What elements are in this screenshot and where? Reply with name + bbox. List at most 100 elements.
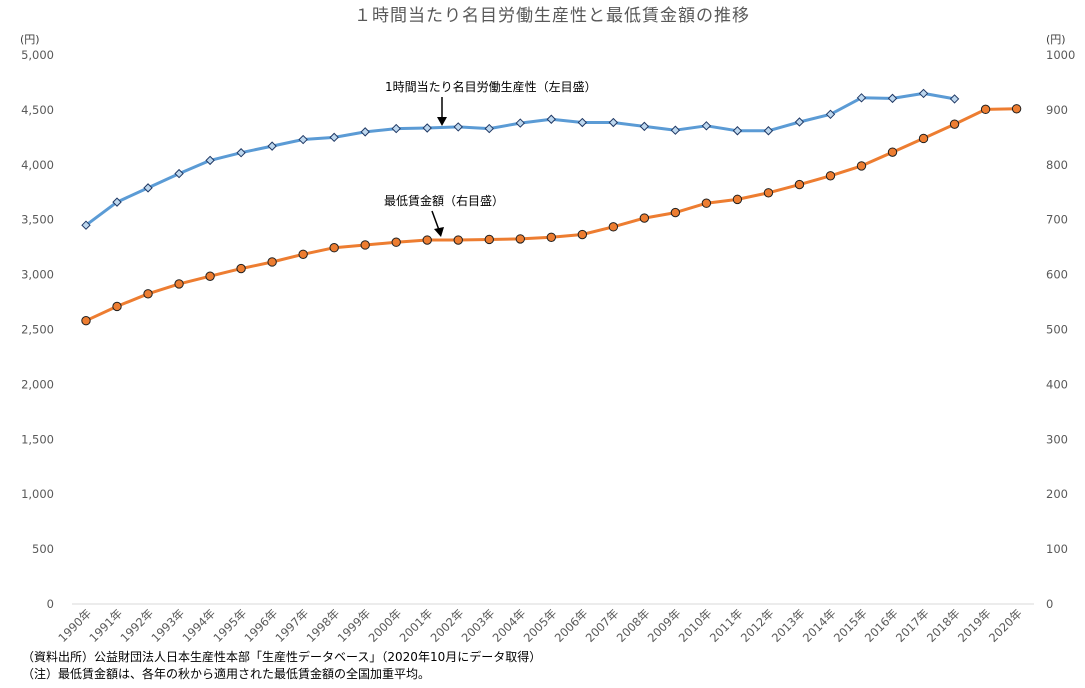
data-point	[670, 207, 681, 218]
data-point	[205, 271, 215, 281]
data-point	[81, 316, 91, 326]
x-tick-label: 1998年	[304, 606, 343, 645]
data-point	[422, 235, 432, 245]
x-tick-label: 2003年	[459, 606, 498, 645]
y-right-tick-label: 700	[1046, 213, 1068, 227]
x-tick-label: 1996年	[242, 606, 281, 645]
axes: 0 500 1,000 1,500 2,000 2,500 3,000 3,500 4,000 4…	[20, 33, 1075, 645]
data-point	[856, 93, 867, 103]
x-tick-label: 2015年	[831, 606, 870, 645]
arrowhead	[437, 117, 447, 126]
data-point	[484, 123, 494, 134]
data-point	[701, 121, 712, 131]
data-point	[112, 197, 122, 207]
data-point	[515, 234, 525, 244]
y-right-tick-label: 500	[1046, 323, 1068, 337]
data-point	[236, 148, 246, 158]
x-tick-label: 2016年	[862, 606, 901, 645]
source-note: （資料出所）公益財団法人日本生産性本部「生産性データベース」（2020年10月に…	[22, 650, 542, 664]
x-tick-label: 2011年	[707, 606, 746, 645]
y-left-tick-label: 4,000	[21, 158, 54, 172]
y-right-tick-label: 400	[1046, 377, 1068, 391]
x-tick-label: 2002年	[428, 606, 467, 645]
x-tick-label: 2007年	[583, 606, 622, 645]
chart-title: １時間当たり名目労働生産性と最低賃金額の推移	[354, 6, 750, 26]
y-left-tick-label: 5,000	[21, 48, 54, 62]
x-tick-label: 1990年	[55, 606, 94, 645]
data-point	[949, 119, 960, 129]
data-point	[515, 118, 525, 128]
data-point	[763, 188, 774, 198]
data-point	[267, 257, 277, 267]
data-point	[112, 301, 122, 312]
data-point	[298, 249, 308, 259]
data-point	[794, 117, 805, 127]
data-point	[546, 232, 556, 242]
y-right-tick-label: 0	[1046, 597, 1053, 611]
data-point	[360, 240, 370, 250]
data-point	[453, 122, 463, 132]
data-point	[391, 123, 401, 134]
data-point	[577, 229, 588, 240]
y-left-tick-label: 3,000	[21, 268, 54, 282]
data-point	[329, 132, 339, 143]
data-point	[949, 94, 960, 104]
data-point	[174, 168, 184, 179]
x-tick-label: 1997年	[273, 606, 312, 645]
x-tick-label: 1992年	[117, 606, 156, 645]
y-left-tick-label: 0	[47, 597, 54, 611]
data-point	[81, 220, 91, 230]
x-tick-label: 2013年	[769, 606, 808, 645]
annotations: 1時間当たり名目労働生産性（左目盛） 最低賃金額（右目盛）	[384, 79, 597, 237]
y-left-tick-label: 2,000	[21, 377, 54, 391]
data-point	[732, 194, 743, 205]
data-point	[825, 171, 836, 181]
data-point	[639, 121, 650, 132]
x-tick-label: 2018年	[924, 606, 963, 645]
x-tick-label: 2010年	[676, 606, 715, 645]
data-point	[174, 279, 184, 289]
data-point	[670, 125, 681, 135]
x-tick-label: 2000年	[366, 606, 405, 645]
x-tick-label: 2020年	[986, 606, 1025, 645]
x-tick-label: 2014年	[800, 606, 839, 645]
data-point	[484, 234, 494, 245]
x-tick-label: 2017年	[893, 606, 932, 645]
x-tick-label: 1991年	[86, 606, 125, 645]
data-point	[856, 161, 867, 171]
data-point	[608, 222, 619, 232]
data-point	[205, 155, 215, 166]
data-point	[887, 93, 898, 104]
data-point	[918, 133, 929, 144]
data-point	[143, 289, 153, 299]
x-tick-label: 2006年	[552, 606, 591, 645]
arrowhead	[434, 227, 444, 237]
y-left-tick-label: 1,000	[21, 487, 54, 501]
series-annotation-minwage: 最低賃金額（右目盛）	[384, 193, 504, 208]
y-right-tick-label: 600	[1046, 268, 1068, 282]
series-annotation-productivity: 1時間当たり名目労働生産性（左目盛）	[385, 79, 597, 94]
y-left-tick-label: 3,500	[21, 213, 54, 227]
data-point	[143, 183, 153, 193]
data-point	[267, 141, 277, 151]
series-layer	[81, 88, 1022, 326]
x-tick-label: 2004年	[490, 606, 529, 645]
data-point	[918, 88, 929, 99]
x-tick-label: 1993年	[148, 606, 187, 645]
series-line-0	[85, 91, 955, 227]
data-point	[980, 104, 991, 115]
x-tick-label: 2005年	[521, 606, 560, 645]
y-left-tick-label: 4,500	[21, 103, 54, 117]
y-right-unit: (円)	[1046, 33, 1066, 46]
y-right-tick-label: 1000	[1046, 48, 1075, 62]
y-left-unit: (円)	[20, 33, 40, 46]
x-tick-label: 1994年	[179, 606, 218, 645]
data-point	[236, 263, 246, 274]
data-point	[825, 109, 836, 119]
x-tick-label: 2001年	[397, 606, 436, 645]
x-tick-label: 2009年	[645, 606, 684, 645]
y-right-tick-label: 100	[1046, 542, 1068, 556]
annotation-arrow	[431, 210, 440, 231]
y-right-tick-label: 800	[1046, 158, 1068, 172]
